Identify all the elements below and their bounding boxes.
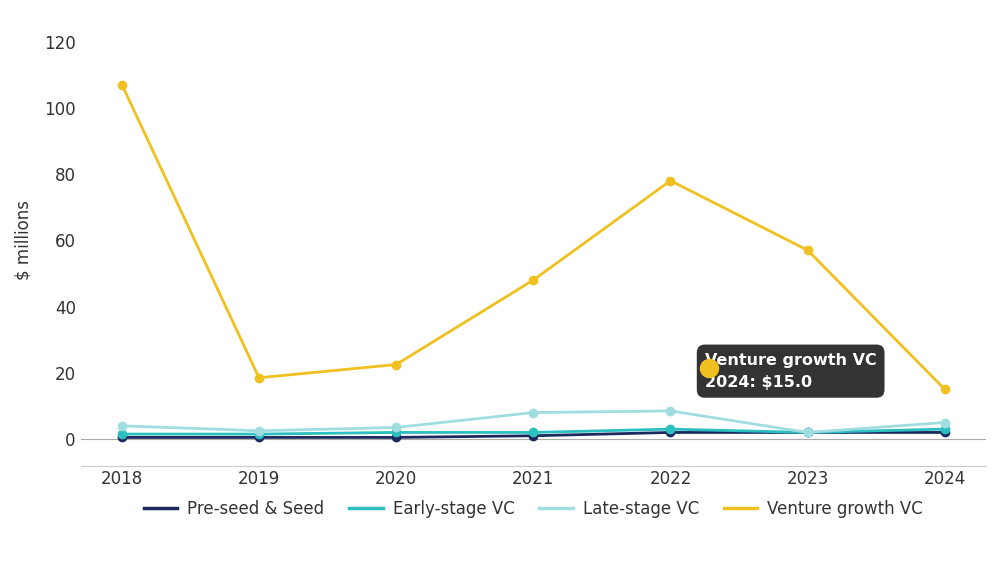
Text: Venture growth VC
2024: $15.0: Venture growth VC 2024: $15.0 [705,353,876,390]
Y-axis label: $ millions: $ millions [15,200,33,280]
Legend: Pre-seed & Seed, Early-stage VC, Late-stage VC, Venture growth VC: Pre-seed & Seed, Early-stage VC, Late-st… [137,494,929,525]
